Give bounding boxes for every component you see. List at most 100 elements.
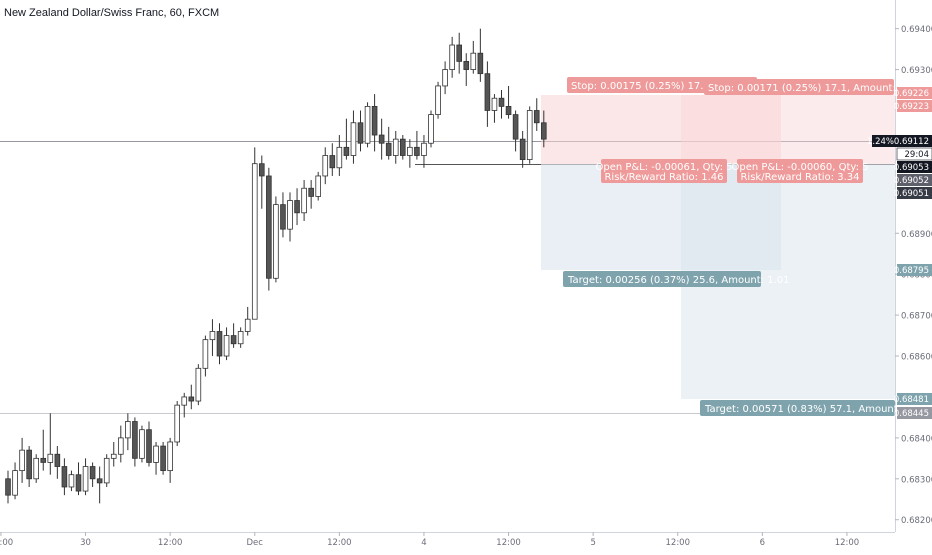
time-tick-label: 12:00: [496, 538, 521, 548]
candle: [118, 425, 124, 463]
left-pnl-box[interactable]: [601, 159, 727, 183]
price-badge-stop-1-text: 0.69226: [894, 89, 929, 99]
right-target-label-bg[interactable]: [700, 400, 895, 416]
candle-body-up: [237, 331, 244, 345]
candle-body-up: [287, 200, 293, 230]
candle: [266, 167, 272, 291]
price-tick-label: 0.68200: [901, 516, 932, 526]
candle: [223, 327, 230, 361]
candle-body-up: [273, 204, 279, 279]
candle: [146, 421, 152, 467]
price-badge-stop-2-text: 0.69223: [894, 102, 929, 112]
candle: [322, 147, 329, 185]
candle-body-up: [442, 69, 448, 87]
price-badge-entry-1: [897, 161, 932, 173]
candle-body-up: [336, 146, 343, 169]
candle-body-up: [181, 396, 188, 406]
left-target-label-bg[interactable]: [563, 271, 761, 287]
time-tick-label: 6: [760, 538, 765, 548]
candle: [498, 90, 505, 119]
candle-body-down: [132, 421, 138, 459]
price-badge-entry-1-text: 0.69053: [894, 163, 929, 173]
candle-body-up: [251, 163, 258, 320]
candle-body-down: [75, 474, 82, 492]
candle: [512, 110, 519, 152]
candle: [463, 53, 470, 86]
candle: [160, 441, 166, 475]
candle-body-down: [280, 204, 286, 230]
candle-body-down: [89, 466, 96, 480]
right-stop-label-bg[interactable]: [704, 79, 894, 95]
price-badge-support: [897, 407, 932, 419]
candle-body-down: [378, 134, 385, 144]
candle: [273, 196, 279, 283]
right-pnl-line: Open P&L: -0.00060, Qty: 5: [731, 162, 868, 173]
time-tick-label: Dec: [247, 538, 264, 548]
candle: [216, 323, 223, 365]
candle-body-up: [435, 85, 441, 115]
time-axis[interactable]: 12:00 30 12:00 Dec 12:00 4 12:00 5 12:00 6 12:00: [0, 532, 859, 548]
candle: [110, 441, 117, 467]
right-position-tool[interactable]: [681, 95, 895, 399]
candle-body-up: [392, 138, 399, 156]
candle: [435, 81, 441, 119]
candle-body-up: [195, 367, 202, 402]
candle: [287, 192, 293, 242]
candle: [505, 85, 512, 119]
candle: [40, 429, 47, 471]
right-rr-line: Risk/Reward Ratio: 3.34: [740, 172, 859, 183]
right-pnl-box[interactable]: [737, 159, 863, 183]
candle: [308, 180, 314, 209]
candle-body-down: [519, 138, 526, 160]
candle: [251, 147, 258, 320]
candle: [5, 470, 11, 504]
candle-body-down: [463, 60, 470, 70]
candle-body-up: [322, 155, 329, 177]
time-tick-label: 30: [80, 538, 91, 548]
candle: [442, 61, 448, 95]
candle-body-up: [202, 339, 209, 369]
candle: [139, 425, 145, 463]
time-tick-label: 12:00: [158, 538, 183, 548]
candle-body-down: [343, 146, 350, 156]
time-tick-label: 12:00: [666, 538, 691, 548]
candle: [19, 437, 25, 483]
candle: [477, 28, 484, 82]
candle-body-up: [174, 404, 181, 443]
symbol-title[interactable]: New Zealand Dollar/Swiss Franc, 60, FXCM: [4, 7, 220, 19]
candle-body-down: [399, 138, 406, 156]
candle: [61, 458, 68, 496]
candles-layer: [5, 28, 547, 504]
change-percent-badge: [872, 135, 897, 147]
candle: [96, 466, 103, 504]
candle: [47, 413, 54, 475]
candle: [181, 392, 188, 418]
time-tick-label: 12:00: [835, 538, 860, 548]
candle-body-up: [491, 97, 498, 111]
time-tick-label: 12:00: [327, 538, 352, 548]
candle-body-down: [160, 445, 166, 472]
candle: [89, 462, 96, 487]
candle-body-up: [407, 146, 413, 156]
candle-body-down: [146, 429, 152, 463]
candle: [385, 126, 392, 160]
candle-body-up: [125, 421, 131, 439]
candle: [541, 110, 547, 148]
candle: [244, 306, 251, 336]
price-badge-support-text: 0.68445: [894, 409, 929, 419]
price-badge-target-1-text: 0.68795: [894, 266, 929, 276]
candle-body-down: [96, 478, 103, 484]
change-percent-text: 1.24%: [867, 137, 894, 147]
candle-body-up: [12, 470, 18, 496]
candle: [371, 94, 378, 152]
candle: [449, 36, 455, 78]
candle-body-up: [103, 457, 110, 484]
candle: [350, 110, 357, 164]
candle: [399, 135, 406, 160]
candle-body-down: [498, 97, 505, 107]
